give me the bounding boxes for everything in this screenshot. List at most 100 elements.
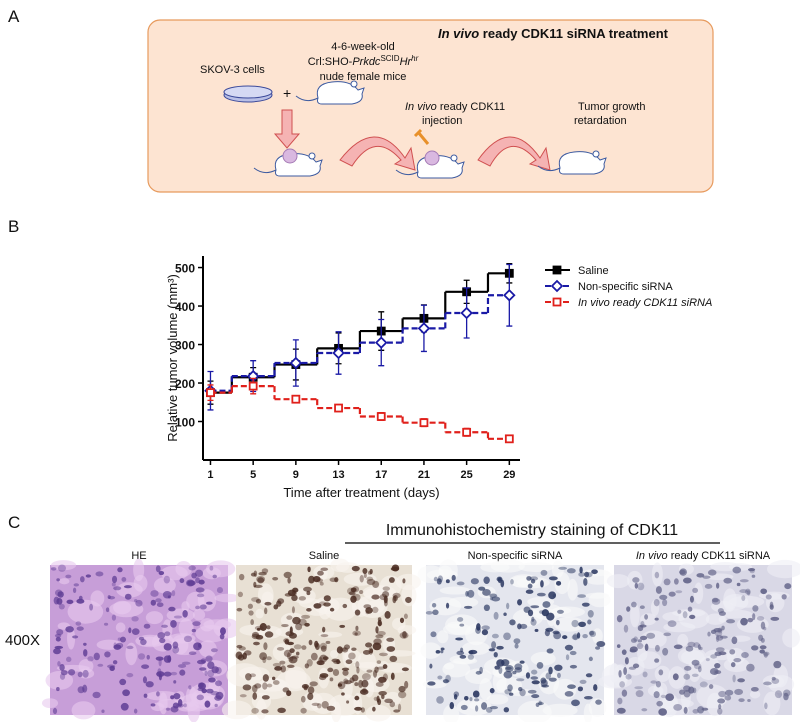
nucleus xyxy=(249,673,256,678)
nucleus xyxy=(741,595,746,601)
nucleus xyxy=(496,645,504,650)
nucleus xyxy=(717,608,724,614)
nucleus xyxy=(692,687,697,694)
nucleus xyxy=(345,659,353,665)
nucleus xyxy=(445,674,451,683)
nucleus xyxy=(713,628,723,633)
nucleus xyxy=(286,664,295,668)
nucleus xyxy=(204,700,211,708)
image-label: HE xyxy=(131,550,146,562)
nucleus xyxy=(313,603,322,609)
nucleus xyxy=(140,638,147,646)
nucleus xyxy=(546,648,554,654)
nucleus xyxy=(83,642,87,646)
nucleus xyxy=(332,668,340,677)
nucleus xyxy=(553,631,562,640)
nucleus xyxy=(298,596,306,601)
nucleus xyxy=(653,691,660,699)
nucleus xyxy=(239,694,247,698)
nucleus xyxy=(591,569,598,575)
nucleus xyxy=(198,579,205,585)
plus: + xyxy=(283,85,291,101)
nucleus xyxy=(516,678,525,682)
tissue-blob xyxy=(45,670,74,690)
nucleus xyxy=(204,670,208,676)
nucleus xyxy=(208,677,216,683)
marker xyxy=(504,434,514,444)
nucleus xyxy=(113,644,122,650)
nucleus xyxy=(170,706,179,713)
nucleus xyxy=(314,640,319,648)
nucleus xyxy=(170,619,177,628)
title-rest: ready CDK11 siRNA treatment xyxy=(479,26,668,41)
nucleus xyxy=(554,664,563,671)
mice-age: 4-6-week-old xyxy=(331,41,395,53)
x-tick-label: 17 xyxy=(375,469,387,481)
nucleus xyxy=(179,669,186,676)
tissue-blob xyxy=(113,600,132,615)
nucleus xyxy=(783,692,789,701)
nucleus xyxy=(536,662,544,669)
nucleus xyxy=(329,677,334,682)
nucleus xyxy=(491,633,499,639)
nucleus xyxy=(382,586,391,591)
result-line2: retardation xyxy=(574,115,627,127)
nucleus xyxy=(752,605,759,612)
nucleus xyxy=(253,584,263,588)
tissue-blob xyxy=(382,650,416,657)
nucleus xyxy=(119,678,127,686)
nucleus xyxy=(432,609,439,615)
nucleus xyxy=(206,688,214,694)
tissue-blob xyxy=(592,628,603,644)
nucleus xyxy=(697,665,702,673)
nucleus xyxy=(530,605,540,609)
nucleus xyxy=(209,565,214,571)
tissue-blob xyxy=(767,559,800,579)
nucleus xyxy=(739,579,749,583)
tissue-blob xyxy=(257,583,274,607)
magnification: 400X xyxy=(5,632,40,649)
nucleus xyxy=(723,577,733,584)
nucleus xyxy=(354,706,363,711)
nucleus xyxy=(252,692,258,700)
nucleus xyxy=(199,682,204,689)
nucleus xyxy=(489,705,498,710)
nucleus xyxy=(445,602,450,609)
tissue-blob xyxy=(706,692,723,717)
nucleus xyxy=(756,616,765,621)
nucleus xyxy=(425,610,433,615)
nucleus xyxy=(569,664,578,669)
nucleus xyxy=(244,650,252,656)
nucleus xyxy=(179,578,185,584)
nucleus xyxy=(467,589,475,598)
nucleus xyxy=(274,666,283,671)
nucleus xyxy=(341,692,345,696)
nucleus xyxy=(291,590,297,596)
nucleus xyxy=(717,627,723,634)
nucleus xyxy=(659,594,668,600)
nucleus xyxy=(356,666,360,674)
nucleus xyxy=(578,621,586,628)
nucleus xyxy=(362,568,368,574)
image-label: Non-specific siRNA xyxy=(468,550,563,562)
nucleus xyxy=(769,604,774,610)
tissue-blob xyxy=(443,704,460,722)
nucleus xyxy=(212,574,217,579)
nucleus xyxy=(355,661,360,669)
nucleus xyxy=(113,586,122,591)
nucleus xyxy=(738,698,745,703)
nucleus xyxy=(371,594,380,600)
nucleus xyxy=(662,647,669,656)
nucleus xyxy=(156,602,164,608)
nucleus xyxy=(736,582,741,587)
nucleus xyxy=(82,669,89,678)
nucleus xyxy=(187,580,196,586)
nucleus xyxy=(50,567,57,571)
x-tick-label: 5 xyxy=(250,469,256,481)
nucleus xyxy=(715,634,720,643)
nucleus xyxy=(714,630,723,637)
nucleus xyxy=(354,695,360,701)
tissue-blob xyxy=(442,623,472,635)
nucleus xyxy=(618,669,622,678)
nucleus xyxy=(679,568,688,576)
